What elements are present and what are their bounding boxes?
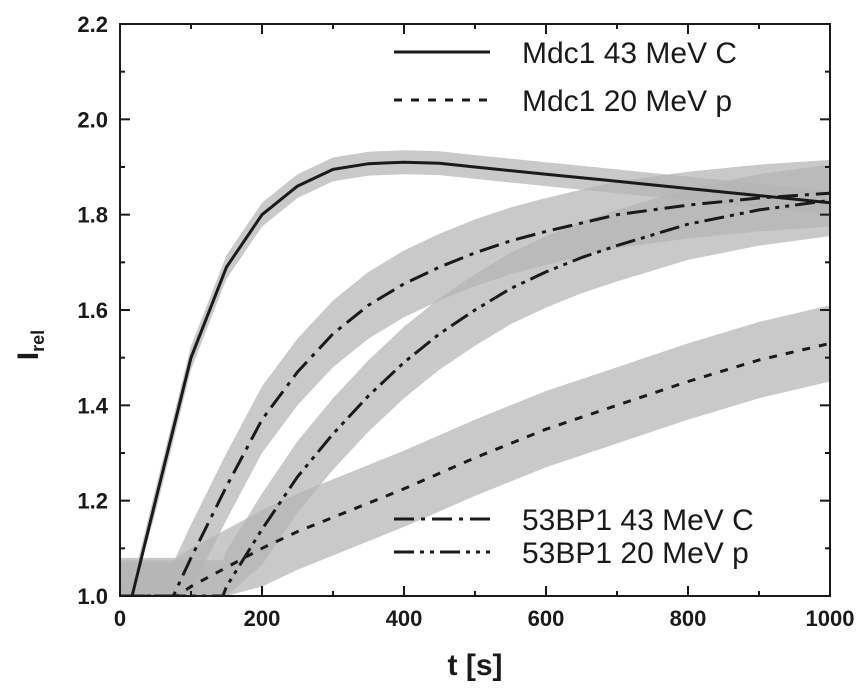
legend-label-53bp1-20-mev-p: 53BP1 20 MeV p bbox=[522, 537, 749, 570]
y-tick-label: 1.4 bbox=[77, 393, 108, 418]
x-tick-label: 600 bbox=[528, 606, 565, 631]
y-tick-label: 1.0 bbox=[77, 584, 108, 609]
y-tick-label: 2.0 bbox=[77, 107, 108, 132]
legend-label-mdc1-43-mev-c: Mdc1 43 MeV C bbox=[522, 37, 737, 70]
legend-label-53bp1-43-mev-c: 53BP1 43 MeV C bbox=[522, 504, 754, 537]
x-tick-label: 800 bbox=[670, 606, 707, 631]
legend-top: Mdc1 43 MeV C Mdc1 20 MeV p bbox=[394, 37, 737, 118]
y-axis-title: Irel bbox=[12, 330, 48, 360]
band-53bp1-20-mev-p bbox=[120, 164, 830, 596]
y-tick-label: 2.2 bbox=[77, 12, 108, 37]
series-lines bbox=[120, 160, 830, 596]
series-line-53bp1-20-mev-p bbox=[120, 198, 830, 596]
x-tick-label: 200 bbox=[244, 606, 281, 631]
series-line-mdc1-20-mev-p bbox=[120, 341, 830, 596]
x-tick-label: 400 bbox=[386, 606, 423, 631]
x-tick-label: 1000 bbox=[806, 606, 855, 631]
x-axis-title: t [s] bbox=[448, 649, 503, 682]
axis-ticks bbox=[119, 23, 831, 597]
y-tick-label: 1.2 bbox=[77, 489, 108, 514]
band-mdc1-20-mev-p bbox=[120, 305, 830, 596]
series-line-mdc1-43-mev-c bbox=[120, 160, 830, 596]
legend-label-mdc1-20-mev-p: Mdc1 20 MeV p bbox=[522, 85, 732, 118]
x-tick-label: 0 bbox=[114, 606, 126, 631]
series-line-53bp1-43-mev-c bbox=[120, 191, 830, 596]
tick-labels: 0 200 400 600 800 1000 1.0 1.2 1.4 1.6 1.8 2.0 2.2 bbox=[77, 12, 854, 631]
y-tick-label: 1.8 bbox=[77, 203, 108, 228]
y-tick-label: 1.6 bbox=[77, 298, 108, 323]
